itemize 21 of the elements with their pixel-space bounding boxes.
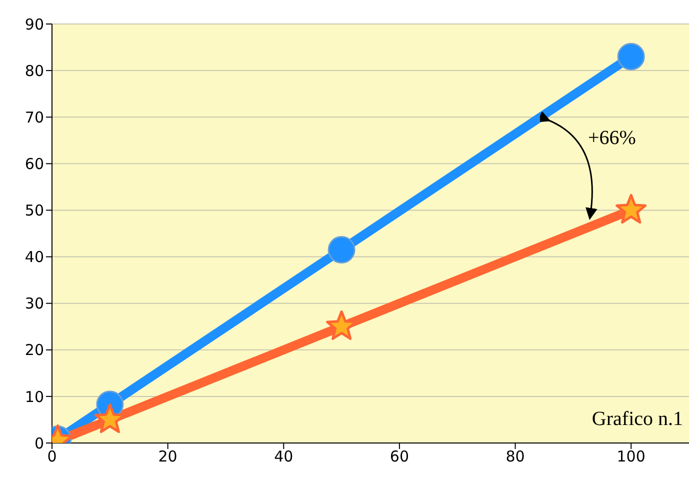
x-tick-label: 100 (616, 448, 646, 466)
y-tick-label: 30 (24, 294, 44, 313)
x-tick-label: 20 (158, 448, 178, 466)
y-tick-label: 0 (34, 434, 44, 452)
y-tick-label: 70 (24, 108, 44, 126)
y-tick-label: 20 (24, 341, 44, 360)
y-tick-label: 50 (24, 202, 44, 220)
x-tick-label: 40 (274, 448, 294, 466)
annotation: Grafico n.1 (592, 408, 683, 431)
y-tick-label: 80 (24, 62, 44, 80)
point (328, 236, 356, 264)
y-tick-label: 40 (24, 248, 44, 266)
y-tick-label: 10 (24, 388, 44, 406)
x-tick-label: 60 (390, 448, 409, 466)
point (616, 194, 647, 224)
x-tick-label: 80 (506, 448, 525, 466)
point (617, 42, 645, 70)
annotation: +66% (588, 127, 636, 150)
y-tick-label: 60 (24, 154, 44, 173)
x-tick-label: 0 (47, 448, 57, 466)
y-tick-label: 90 (24, 15, 44, 34)
